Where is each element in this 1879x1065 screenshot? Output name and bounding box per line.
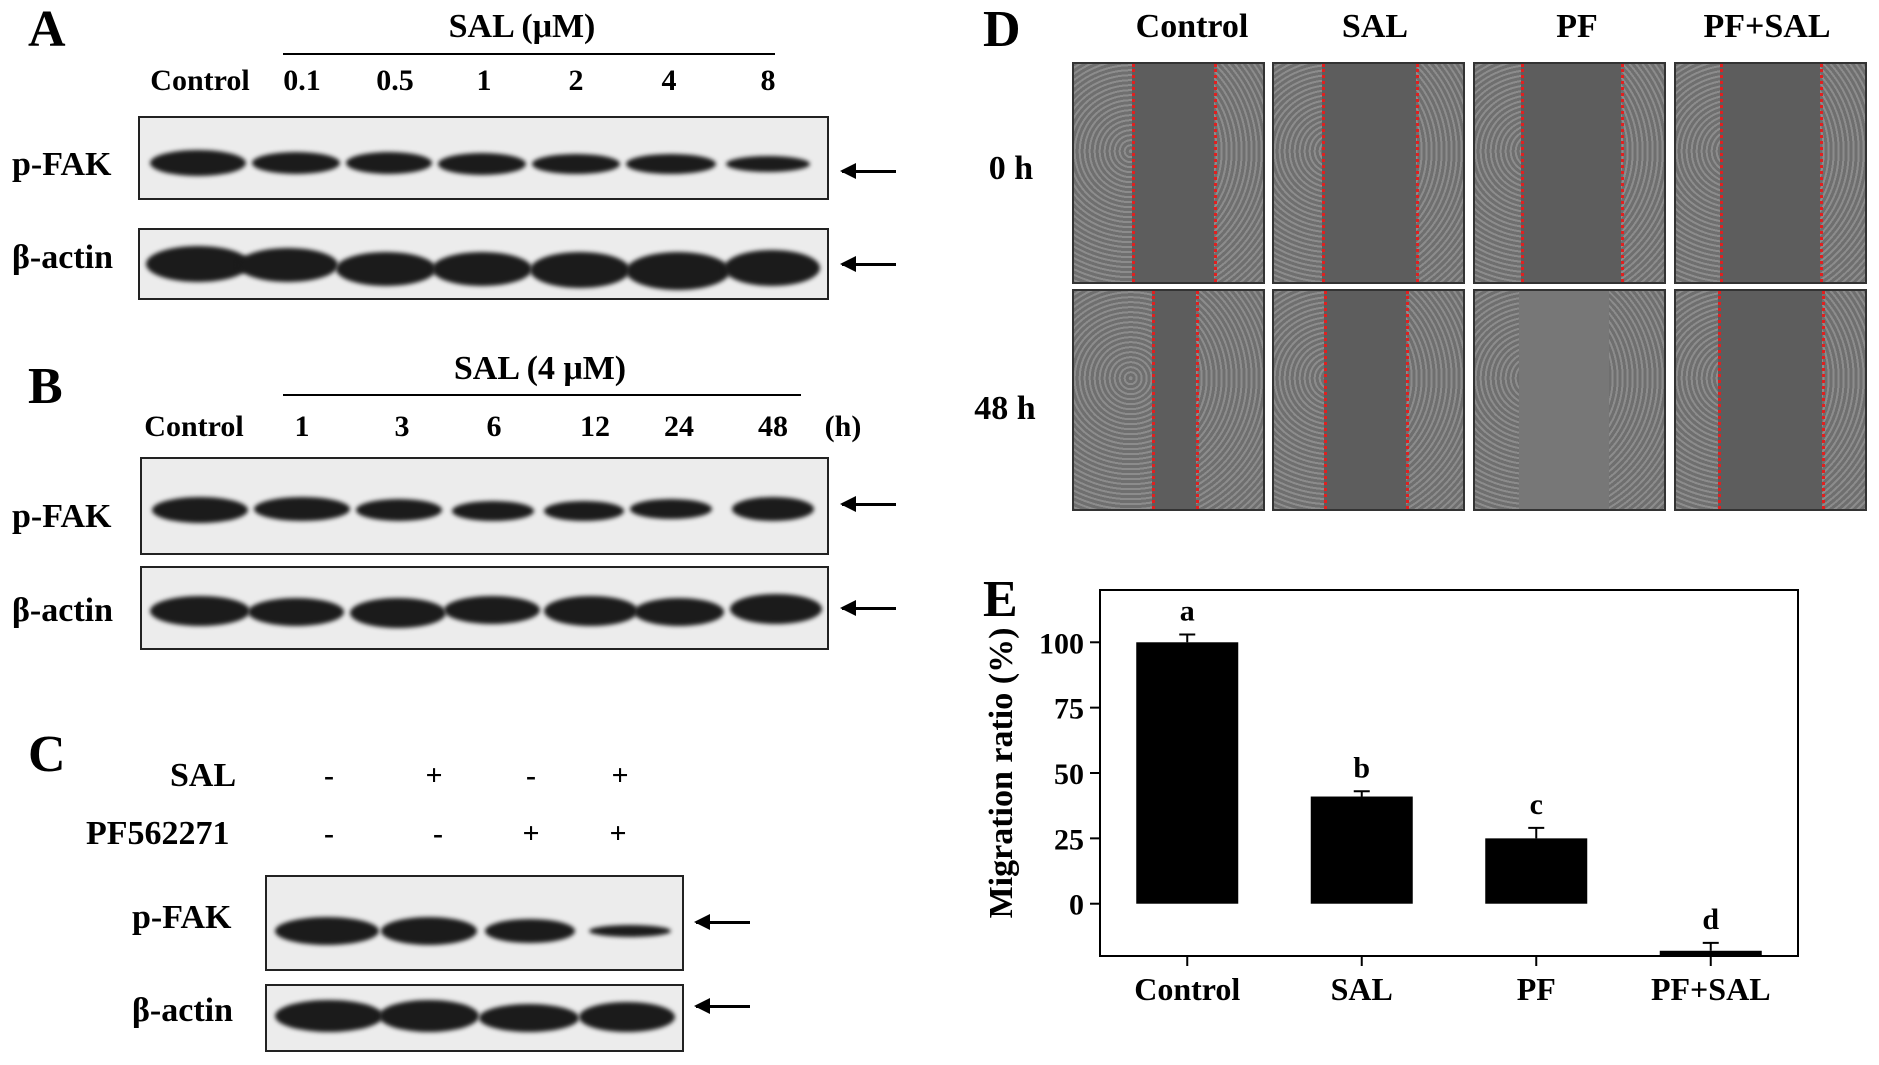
panel-e-letter: E — [983, 571, 1018, 628]
panel-b-control-label: Control — [144, 410, 244, 443]
arrow-icon — [694, 998, 750, 1014]
bar — [1136, 642, 1239, 904]
panel-c-letter: C — [28, 726, 66, 783]
panel-a-row-label-actin: β-actin — [12, 239, 114, 276]
panel-d-row-label: 0 h — [988, 150, 1034, 187]
panel-b-row-label-pfak: p-FAK — [12, 498, 112, 535]
y-tick-label: 0 — [1069, 889, 1084, 922]
panel-c-treatment-sal: SAL — [170, 757, 237, 794]
arrow-icon — [840, 600, 896, 616]
panel-b-actin-blot — [140, 566, 829, 650]
panel-b-letter: B — [28, 358, 63, 415]
panel-b-lane-label: 6 — [486, 410, 502, 443]
panel-a-lane-label: 0.5 — [376, 64, 414, 97]
panel-a-lane-label: 2 — [568, 64, 584, 97]
panel-c-row-label-pfak: p-FAK — [132, 899, 232, 936]
wound-image-control-0h — [1072, 62, 1265, 284]
panel-b-lane-label: 48 — [758, 410, 788, 443]
panel-a-row-label-pfak: p-FAK — [12, 146, 112, 183]
panel-d-row-label: 48 h — [974, 390, 1036, 427]
x-tick-label: PF+SAL — [1651, 971, 1771, 1007]
panel-c-treatment-pf: PF562271 — [86, 815, 230, 852]
panel-a-actin-blot — [138, 228, 829, 300]
panel-a-control-label: Control — [150, 64, 250, 97]
migration-chart: 0 25 50 75 100 a Control b SAL c PF d PF+SAL Migratio… — [960, 560, 1860, 1030]
panel-a-lane-label: 0.1 — [283, 64, 321, 97]
x-tick-label: PF — [1517, 971, 1556, 1007]
y-axis-label: Migration ratio (%) — [983, 628, 1020, 919]
panel-b-header-rule — [283, 394, 801, 396]
panel-c-sign: + — [611, 759, 629, 792]
arrow-icon — [840, 163, 896, 179]
panel-a-header: SAL (μM) — [448, 8, 596, 45]
panel-a-letter: A — [28, 1, 66, 58]
panel-a-pfak-blot — [138, 116, 829, 200]
panel-d-letter: D — [983, 1, 1021, 58]
panel-b-unit-label: (h) — [824, 410, 862, 443]
x-tick-label: SAL — [1331, 971, 1393, 1007]
panel-d-column-label: SAL — [1341, 8, 1409, 45]
bar — [1485, 838, 1588, 904]
y-tick-label: 100 — [1039, 627, 1084, 660]
y-tick-label: 75 — [1054, 693, 1084, 726]
wound-image-pfsal-0h — [1674, 62, 1867, 284]
panel-d-column-label: PF — [1556, 8, 1598, 45]
arrow-icon — [840, 256, 896, 272]
migration-chart-svg: 0 25 50 75 100 a Control b SAL c PF d PF+SAL Migratio… — [983, 589, 1799, 1007]
panel-d-column-label: Control — [1135, 8, 1249, 45]
arrow-icon — [694, 914, 750, 930]
wound-image-control-48h — [1072, 289, 1265, 511]
panel-a-lane-label: 1 — [476, 64, 492, 97]
bar — [1659, 950, 1762, 956]
panel-c-sign: + — [609, 817, 627, 850]
panel-c-sign: - — [526, 759, 536, 792]
wound-image-pf-0h — [1473, 62, 1666, 284]
panel-b-row-label-actin: β-actin — [12, 592, 114, 629]
panel-c-actin-blot — [265, 984, 684, 1052]
significance-label: c — [1530, 788, 1543, 821]
panel-c-sign: - — [433, 817, 443, 850]
wound-image-pf-48h — [1473, 289, 1666, 511]
panel-d-column-label: PF+SAL — [1703, 8, 1831, 45]
panel-b-lane-label: 1 — [294, 410, 310, 443]
bar — [1310, 796, 1413, 904]
x-tick-label: Control — [1134, 971, 1240, 1007]
panel-b-lane-label: 24 — [664, 410, 694, 443]
y-tick-label: 25 — [1054, 823, 1084, 856]
y-tick-label: 50 — [1054, 758, 1084, 791]
panel-b-pfak-blot — [140, 457, 829, 555]
panel-b-header: SAL (4 μM) — [453, 350, 627, 387]
panel-c-sign: - — [324, 817, 334, 850]
wound-image-sal-0h — [1272, 62, 1465, 284]
panel-b-lane-label: 3 — [394, 410, 410, 443]
panel-c-row-label-actin: β-actin — [132, 992, 234, 1029]
panel-c-sign: + — [425, 759, 443, 792]
wound-image-sal-48h — [1272, 289, 1465, 511]
significance-label: b — [1353, 751, 1370, 784]
arrow-icon — [840, 496, 896, 512]
panel-c-pfak-blot — [265, 875, 684, 971]
panel-a-header-rule — [283, 53, 775, 55]
panel-b-lane-label: 12 — [580, 410, 610, 443]
panel-a-lane-label: 4 — [661, 64, 677, 97]
panel-a-lane-label: 8 — [760, 64, 776, 97]
panel-c-sign: + — [522, 817, 540, 850]
significance-label: a — [1180, 594, 1195, 627]
wound-image-pfsal-48h — [1674, 289, 1867, 511]
significance-label: d — [1702, 903, 1719, 936]
panel-c-sign: - — [324, 759, 334, 792]
